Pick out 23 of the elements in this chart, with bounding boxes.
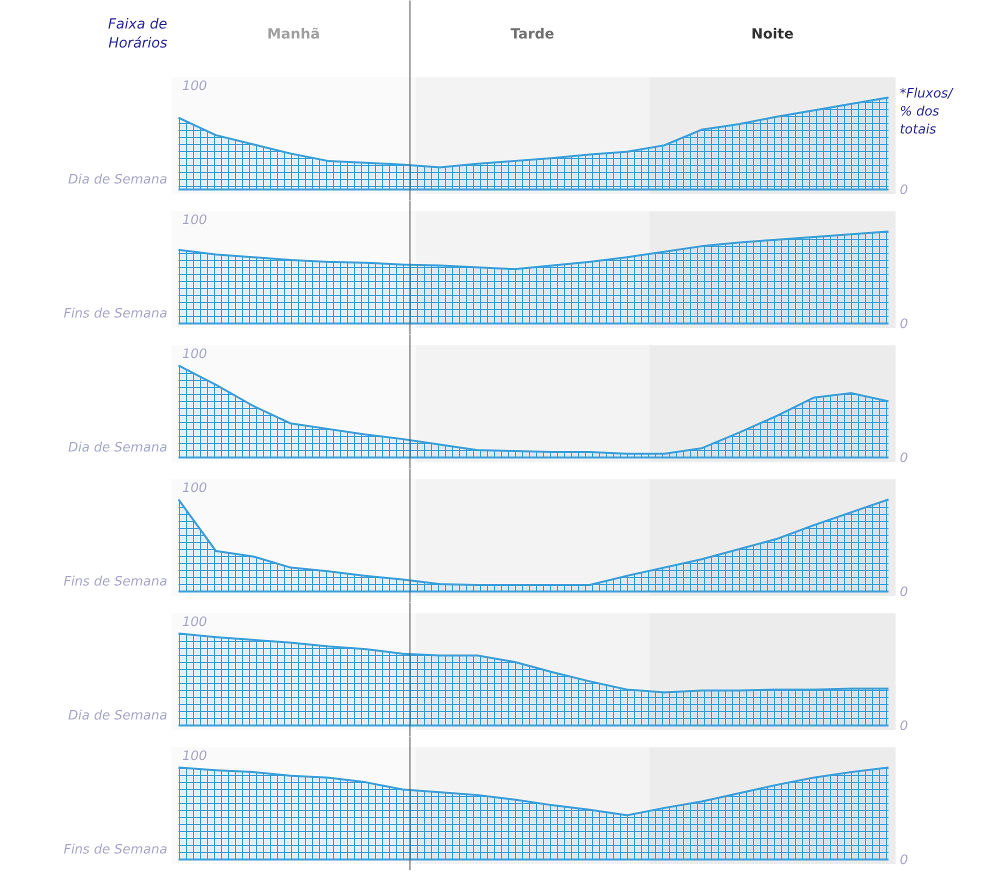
text: 100 [182, 79, 208, 94]
y-axis-title: Fins de Semana [64, 306, 168, 322]
text: 0 [900, 719, 908, 734]
y-axis-title: Dia de Semana [68, 708, 168, 724]
text: 100 [182, 615, 208, 630]
text: Tarde [510, 26, 554, 42]
text: 0 [900, 183, 908, 198]
y-axis-title: Dia de Semana [68, 172, 168, 188]
text: 100 [182, 213, 208, 228]
text: Manhã [267, 26, 320, 42]
text: 100 [182, 481, 208, 496]
text: 0 [900, 585, 908, 600]
text: 100 [182, 749, 208, 764]
text: 0 [900, 853, 908, 868]
text: 0 [900, 317, 908, 332]
text: 100 [182, 347, 208, 362]
y2-axis-title: *Fluxos/ % dos totais [900, 86, 954, 138]
text: 0 [900, 451, 908, 466]
y-axis-title: Fins de Semana [64, 574, 168, 590]
y-axis-title: Fins de Semana [64, 842, 168, 858]
chart-title: Faixa de Horários [108, 16, 168, 52]
y-axis-title: Dia de Semana [68, 440, 168, 456]
text: Noite [751, 26, 794, 42]
